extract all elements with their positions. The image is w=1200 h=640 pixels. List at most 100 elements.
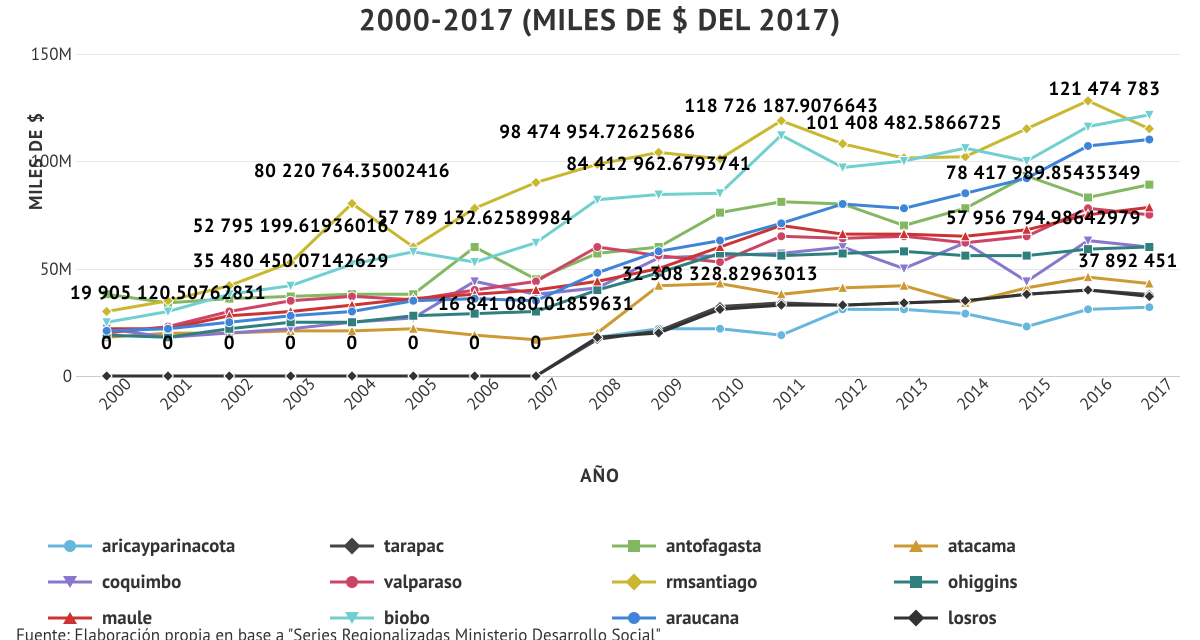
x-tick-label: 2004 bbox=[339, 373, 381, 415]
legend-swatch-araucana bbox=[612, 611, 656, 625]
legend-label: antofagasta bbox=[666, 534, 762, 558]
series-marker-ohiggins[interactable] bbox=[961, 251, 970, 260]
legend-label: valparaso bbox=[384, 570, 462, 594]
series-marker-aricayparinacota[interactable] bbox=[961, 309, 970, 318]
chart-source-footer: Fuente: Elaboración propia en base a "Se… bbox=[16, 624, 661, 640]
series-marker-araucana[interactable] bbox=[777, 219, 786, 228]
series-marker-ohiggins[interactable] bbox=[1022, 251, 1031, 260]
legend-item-coquimbo[interactable]: coquimbo bbox=[48, 570, 322, 594]
series-marker-aricayparinacota[interactable] bbox=[1084, 305, 1093, 314]
legend-label: araucana bbox=[666, 606, 739, 630]
legend-label: rmsantiago bbox=[666, 570, 757, 594]
series-marker-ohiggins[interactable] bbox=[838, 249, 847, 258]
series-marker-valparaso[interactable] bbox=[593, 243, 602, 252]
legend-item-tarapac[interactable]: tarapac bbox=[330, 534, 604, 558]
series-marker-rmsantiago[interactable] bbox=[1021, 123, 1032, 134]
series-marker-araucana[interactable] bbox=[409, 296, 418, 305]
series-marker-valparaso[interactable] bbox=[286, 296, 295, 305]
data-label: 78 417 989.85435349 bbox=[946, 161, 1141, 185]
x-tick-label: 2003 bbox=[278, 373, 320, 415]
data-label: 37 892 451 bbox=[1078, 249, 1178, 273]
legend-item-rmsantiago[interactable]: rmsantiago bbox=[612, 570, 886, 594]
series-marker-losros[interactable] bbox=[347, 371, 358, 382]
x-tick-label: 2005 bbox=[400, 373, 442, 415]
series-marker-ohiggins[interactable] bbox=[900, 247, 909, 256]
series-marker-araucana[interactable] bbox=[716, 236, 725, 245]
series-marker-losros[interactable] bbox=[408, 371, 419, 382]
data-label: 19 905 120.50762831 bbox=[70, 281, 266, 305]
series-marker-antofagasta[interactable] bbox=[1084, 193, 1093, 202]
series-marker-rmsantiago[interactable] bbox=[837, 138, 848, 149]
legend-swatch-aricayparinacota bbox=[48, 539, 92, 553]
series-marker-antofagasta[interactable] bbox=[777, 197, 786, 206]
diamond-icon bbox=[908, 610, 925, 627]
x-tick-label: 2002 bbox=[216, 373, 258, 415]
legend-item-losros[interactable]: losros bbox=[894, 606, 1168, 630]
legend-item-ohiggins[interactable]: ohiggins bbox=[894, 570, 1168, 594]
series-marker-araucana[interactable] bbox=[961, 189, 970, 198]
legend-label: tarapac bbox=[384, 534, 444, 558]
series-marker-losros[interactable] bbox=[163, 371, 174, 382]
data-label: 0 bbox=[408, 331, 419, 355]
series-marker-coquimbo[interactable] bbox=[1022, 277, 1032, 287]
x-tick-label: 2012 bbox=[830, 373, 872, 415]
circle-icon bbox=[64, 540, 76, 552]
x-tick-label: 2013 bbox=[891, 373, 933, 415]
series-marker-aricayparinacota[interactable] bbox=[777, 331, 786, 340]
legend-item-atacama[interactable]: atacama bbox=[894, 534, 1168, 558]
triangle-down-icon bbox=[345, 612, 359, 624]
data-label: 0 bbox=[530, 331, 541, 355]
series-marker-losros[interactable] bbox=[1083, 285, 1094, 296]
data-label: 57 789 132.62589984 bbox=[377, 206, 572, 230]
series-marker-araucana[interactable] bbox=[1145, 135, 1154, 144]
x-tick-label: 2001 bbox=[155, 373, 197, 415]
series-marker-araucana[interactable] bbox=[838, 200, 847, 209]
series-marker-losros[interactable] bbox=[224, 371, 235, 382]
data-label: 32 308 328.82963013 bbox=[622, 262, 818, 286]
square-icon bbox=[628, 540, 640, 552]
series-marker-rmsantiago[interactable] bbox=[1144, 123, 1155, 134]
x-tick-label: 2015 bbox=[1014, 373, 1056, 415]
x-tick-label: 2008 bbox=[584, 373, 626, 415]
series-marker-araucana[interactable] bbox=[286, 311, 295, 320]
legend-item-valparaso[interactable]: valparaso bbox=[330, 570, 604, 594]
plot-area bbox=[76, 32, 1180, 376]
series-marker-losros[interactable] bbox=[101, 371, 112, 382]
legend-swatch-maule bbox=[48, 611, 92, 625]
y-tick-label: 50M bbox=[12, 258, 72, 280]
data-label: 0 bbox=[469, 331, 480, 355]
series-marker-aricayparinacota[interactable] bbox=[716, 324, 725, 333]
series-marker-araucana[interactable] bbox=[1084, 141, 1093, 150]
series-marker-araucana[interactable] bbox=[654, 247, 663, 256]
series-marker-aricayparinacota[interactable] bbox=[1022, 322, 1031, 331]
legend-item-antofagasta[interactable]: antofagasta bbox=[612, 534, 886, 558]
series-marker-aricayparinacota[interactable] bbox=[1145, 303, 1154, 312]
x-tick-label: 2000 bbox=[94, 373, 136, 415]
series-marker-rmsantiago[interactable] bbox=[531, 177, 542, 188]
series-marker-araucana[interactable] bbox=[348, 307, 357, 316]
series-marker-losros[interactable] bbox=[469, 371, 480, 382]
series-marker-ohiggins[interactable] bbox=[777, 251, 786, 260]
data-label: 0 bbox=[346, 331, 357, 355]
series-marker-ohiggins[interactable] bbox=[348, 318, 357, 327]
series-marker-ohiggins[interactable] bbox=[409, 311, 418, 320]
triangle-icon bbox=[63, 612, 77, 624]
series-marker-araucana[interactable] bbox=[900, 204, 909, 213]
series-marker-araucana[interactable] bbox=[225, 318, 234, 327]
series-marker-losros[interactable] bbox=[285, 371, 296, 382]
y-tick-label: 100M bbox=[12, 150, 72, 172]
legend: aricayparinacota tarapac antofagasta atacam… bbox=[48, 534, 1168, 630]
series-marker-valparaso[interactable] bbox=[777, 232, 786, 241]
data-label: 0 bbox=[285, 331, 296, 355]
legend-item-aricayparinacota[interactable]: aricayparinacota bbox=[48, 534, 322, 558]
series-marker-antofagasta[interactable] bbox=[716, 208, 725, 217]
series-marker-coquimbo[interactable] bbox=[899, 264, 909, 274]
triangle-down-icon bbox=[63, 576, 77, 588]
series-marker-antofagasta[interactable] bbox=[470, 243, 479, 252]
series-marker-rmsantiago[interactable] bbox=[101, 306, 112, 317]
series-marker-antofagasta[interactable] bbox=[1145, 180, 1154, 189]
series-marker-araucana[interactable] bbox=[593, 268, 602, 277]
y-tick-label: 150M bbox=[12, 43, 72, 65]
square-icon bbox=[910, 576, 922, 588]
diamond-icon bbox=[344, 538, 361, 555]
